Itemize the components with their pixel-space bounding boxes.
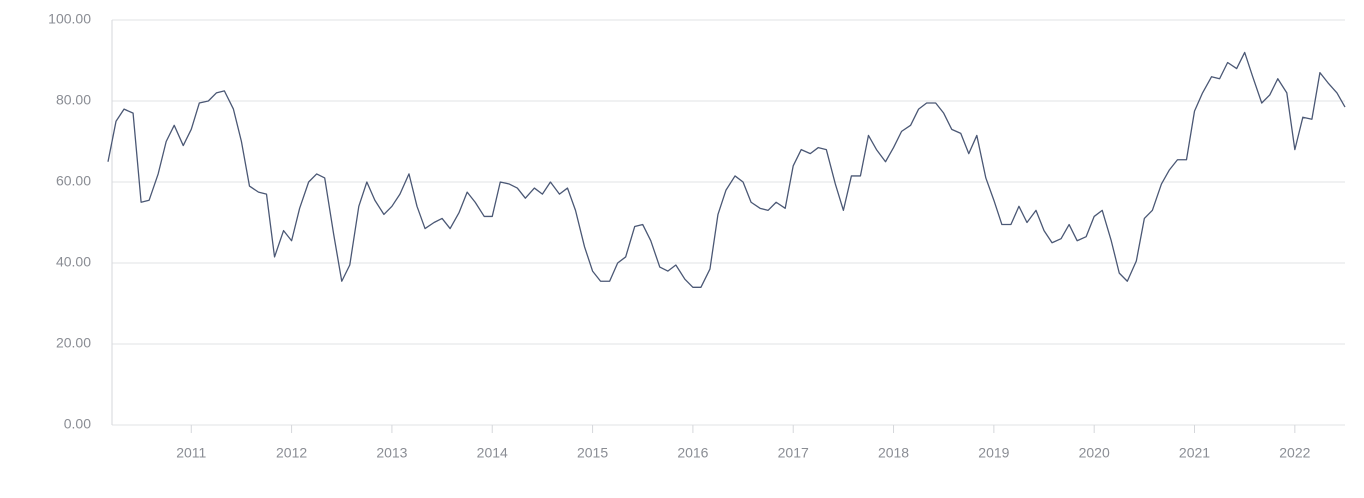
x-tick-label: 2014 [477, 445, 508, 461]
y-tick-label: 60.00 [56, 173, 91, 189]
y-tick-label: 20.00 [56, 335, 91, 351]
data-line [107, 51, 1346, 288]
x-tick-label: 2012 [276, 445, 307, 461]
x-tick-label: 2020 [1079, 445, 1110, 461]
x-tick-label: 2013 [376, 445, 407, 461]
x-tick-label: 2019 [978, 445, 1009, 461]
x-tick-label: 2016 [677, 445, 708, 461]
y-tick-label: 0.00 [64, 416, 91, 432]
x-tick-label: 2015 [577, 445, 608, 461]
x-tick-label: 2018 [878, 445, 909, 461]
y-tick-label: 100.00 [48, 11, 91, 27]
x-tick-label: 2021 [1179, 445, 1210, 461]
y-tick-label: 40.00 [56, 254, 91, 270]
x-tick-label: 2011 [176, 445, 206, 461]
x-tick-label: 2017 [778, 445, 809, 461]
x-tick-label: 2022 [1279, 445, 1310, 461]
y-tick-label: 80.00 [56, 92, 91, 108]
